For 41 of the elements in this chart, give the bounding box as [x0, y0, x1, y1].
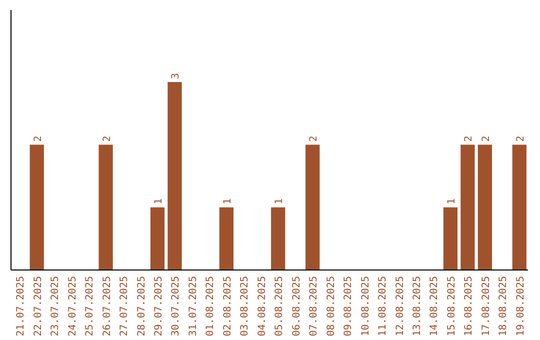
x-tick-label: 31.07.2025 [188, 276, 199, 336]
x-tick-label: 28.07.2025 [136, 276, 148, 336]
x-tick-label: 26.07.2025 [102, 276, 113, 336]
x-tick-label: 13.08.2025 [412, 276, 423, 336]
x-tick-label: 01.08.2025 [205, 276, 216, 336]
x-tick-label: 21.07.2025 [16, 276, 27, 336]
x-tick-label: 08.08.2025 [326, 276, 337, 336]
data-label: 1 [222, 198, 234, 204]
x-tick-label: 12.08.2025 [394, 276, 406, 336]
x-tick-label: 04.08.2025 [256, 276, 268, 336]
x-tick-label: 30.07.2025 [170, 276, 182, 336]
data-label: 2 [480, 136, 492, 142]
data-label: 3 [170, 73, 182, 80]
x-tick-label: 15.08.2025 [446, 276, 458, 336]
x-tick-label: 23.07.2025 [50, 276, 62, 336]
x-tick-label: 06.08.2025 [291, 276, 302, 336]
x-tick-label: 03.08.2025 [240, 276, 251, 336]
x-tick-label: 17.08.2025 [480, 276, 492, 336]
data-label: 2 [32, 136, 44, 142]
x-tick-label: 18.08.2025 [498, 276, 510, 336]
x-tick-label: 25.07.2025 [84, 276, 96, 336]
data-label: 1 [153, 198, 164, 204]
x-tick-label: 29.07.2025 [153, 276, 164, 336]
data-label: 2 [102, 136, 113, 142]
x-tick-label: 27.07.2025 [119, 276, 130, 336]
x-tick-label: 05.08.2025 [274, 276, 286, 336]
x-tick-label: 22.07.2025 [32, 276, 44, 336]
x-tick-label: 10.08.2025 [360, 276, 372, 336]
data-label: 2 [308, 136, 320, 142]
x-tick-label: 11.08.2025 [378, 276, 389, 336]
data-label: 2 [515, 136, 526, 142]
x-tick-label: 19.08.2025 [515, 276, 526, 336]
data-label: 1 [446, 198, 458, 204]
x-tick-label: 14.08.2025 [429, 276, 440, 336]
x-tick-label: 07.08.2025 [308, 276, 320, 336]
x-tick-label: 09.08.2025 [343, 276, 354, 336]
data-label: 1 [274, 198, 286, 204]
x-tick-label: 16.08.2025 [464, 276, 475, 336]
data-label: 2 [464, 136, 475, 142]
x-tick-label: 02.08.2025 [222, 276, 234, 336]
x-tick-label: 24.07.2025 [67, 276, 78, 336]
